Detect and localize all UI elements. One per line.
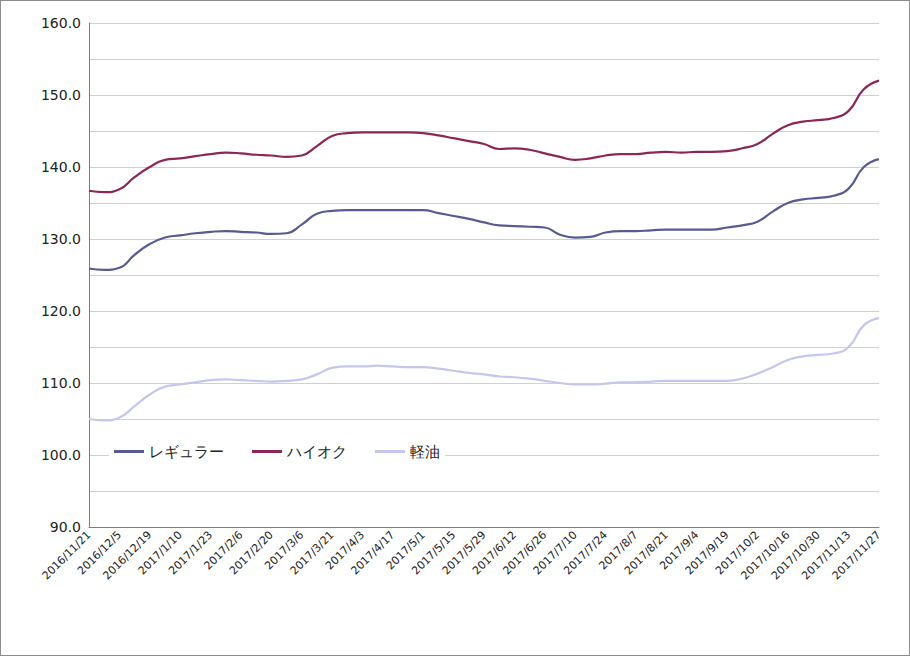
svg-text:2017/2/6: 2017/2/6: [201, 528, 246, 573]
svg-text:100.0: 100.0: [41, 447, 81, 463]
svg-text:2017/10/16: 2017/10/16: [738, 528, 793, 583]
svg-text:2017/7/10: 2017/7/10: [530, 528, 580, 578]
svg-text:2016/12/19: 2016/12/19: [100, 528, 155, 583]
svg-text:2017/5/15: 2017/5/15: [409, 528, 459, 578]
svg-text:2017/5/29: 2017/5/29: [439, 528, 489, 578]
svg-text:レギュラー: レギュラー: [149, 443, 224, 461]
svg-text:2016/12/5: 2016/12/5: [75, 528, 124, 578]
svg-text:2017/10/2: 2017/10/2: [713, 528, 763, 578]
svg-text:2017/2/20: 2017/2/20: [226, 528, 276, 578]
svg-text:110.0: 110.0: [41, 375, 81, 391]
svg-text:2017/11/27: 2017/11/27: [830, 528, 884, 582]
svg-text:130.0: 130.0: [41, 231, 81, 247]
svg-text:2017/4/3: 2017/4/3: [323, 528, 368, 573]
svg-text:軽油: 軽油: [410, 443, 440, 461]
svg-text:160.0: 160.0: [41, 15, 81, 31]
svg-text:2017/1/10: 2017/1/10: [135, 528, 185, 578]
svg-text:2017/6/12: 2017/6/12: [470, 528, 519, 578]
svg-text:2017/11/13: 2017/11/13: [799, 528, 854, 583]
svg-text:90.0: 90.0: [50, 519, 81, 535]
svg-text:2017/3/21: 2017/3/21: [287, 528, 337, 578]
svg-text:2017/10/30: 2017/10/30: [768, 528, 823, 583]
svg-text:2017/3/6: 2017/3/6: [262, 528, 307, 573]
svg-text:2017/5/1: 2017/5/1: [383, 528, 428, 573]
svg-text:2017/4/17: 2017/4/17: [348, 528, 398, 578]
svg-text:2017/1/23: 2017/1/23: [166, 528, 216, 578]
svg-text:120.0: 120.0: [41, 303, 81, 319]
svg-text:2017/9/4: 2017/9/4: [657, 528, 702, 573]
svg-text:150.0: 150.0: [41, 87, 81, 103]
svg-text:2017/9/19: 2017/9/19: [682, 528, 732, 578]
svg-text:140.0: 140.0: [41, 159, 81, 175]
svg-text:ハイオク: ハイオク: [286, 443, 347, 461]
svg-text:2017/6/26: 2017/6/26: [500, 528, 550, 578]
svg-text:2017/8/21: 2017/8/21: [621, 528, 671, 578]
svg-text:2016/11/21: 2016/11/21: [39, 528, 94, 583]
svg-text:2017/8/7: 2017/8/7: [596, 528, 641, 573]
svg-text:2017/7/24: 2017/7/24: [561, 528, 611, 578]
